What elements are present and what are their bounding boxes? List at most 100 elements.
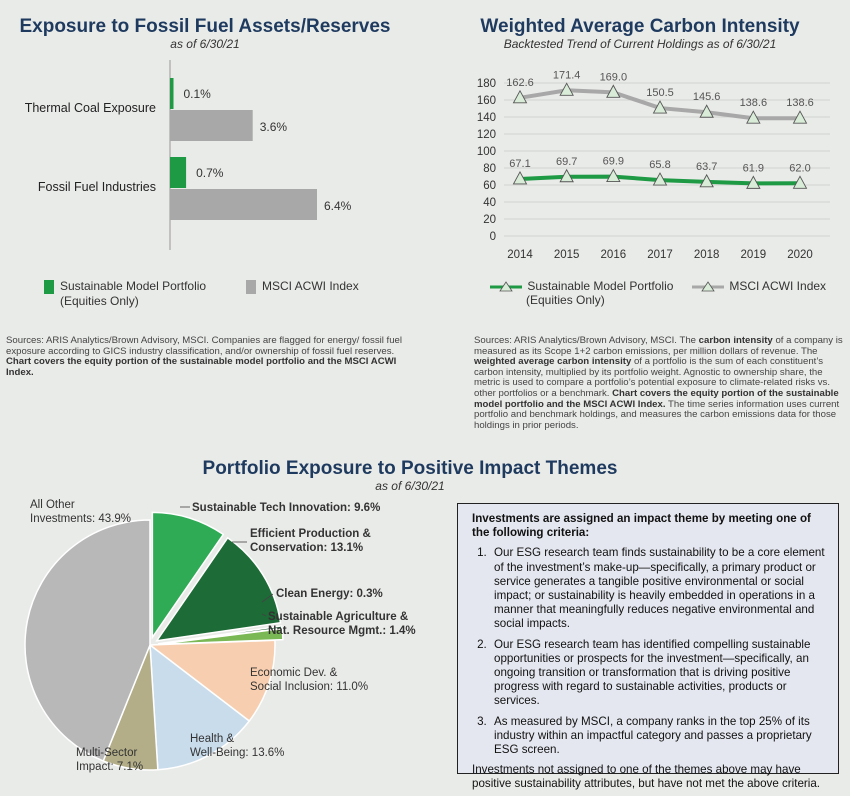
fossil-source-plain: Sources: ARIS Analytics/Brown Advisory, … bbox=[6, 335, 403, 357]
fossil-chart-title: Exposure to Fossil Fuel Assets/Reserves bbox=[19, 16, 391, 37]
portfolio-point bbox=[699, 173, 714, 188]
index-point bbox=[699, 104, 714, 118]
index-data-label: 169.0 bbox=[600, 71, 628, 83]
econ-label-line2: Social Inclusion: 11.0% bbox=[250, 681, 368, 693]
carbon-source-1: Sources: ARIS Analytics/Brown Advisory, … bbox=[474, 335, 696, 346]
index-data-label: 162.6 bbox=[506, 77, 534, 89]
index-bar bbox=[170, 189, 317, 220]
health-label-line2: Well-Being: 13.6% bbox=[190, 747, 284, 759]
criteria-box: Investments are assigned an impact theme… bbox=[457, 503, 839, 790]
index-data-label: 138.6 bbox=[786, 97, 814, 109]
y-tick-label: 160 bbox=[477, 95, 496, 107]
carbon-legend-portfolio-label: Sustainable Model Portfolio bbox=[527, 279, 674, 293]
portfolio-point bbox=[559, 168, 574, 183]
x-tick-label: 2015 bbox=[554, 249, 580, 261]
impact-chart-title: Portfolio Exposure to Positive Impact Th… bbox=[202, 458, 618, 479]
criteria-list: Our ESG research team finds sustainabili… bbox=[472, 546, 826, 757]
portfolio-data-label: 63.7 bbox=[696, 161, 717, 173]
index-bar bbox=[170, 110, 253, 141]
criteria-heading: Investments are assigned an impact theme… bbox=[472, 512, 811, 540]
carbon-source-3: of a portfolio is the sum of each consti… bbox=[474, 356, 831, 399]
econ-label-line1: Economic Dev. & bbox=[250, 667, 338, 679]
index-point bbox=[512, 89, 528, 104]
y-tick-label: 20 bbox=[483, 214, 496, 226]
health-label-line1: Health & bbox=[190, 733, 234, 745]
portfolio-data-label: 62.0 bbox=[789, 162, 810, 174]
carbon-source-b1: carbon intensity bbox=[698, 335, 773, 346]
carbon-legend-portfolio-marker bbox=[490, 281, 522, 292]
carbon-legend-index-label: MSCI ACWI Index bbox=[729, 279, 827, 293]
portfolio-point bbox=[606, 168, 621, 183]
y-tick-label: 60 bbox=[483, 180, 496, 192]
category-label: Thermal Coal Exposure bbox=[25, 101, 156, 115]
efficient-label-line1: Efficient Production & bbox=[250, 528, 371, 540]
index-legend-swatch bbox=[246, 279, 256, 294]
fossil-legend-portfolio: Sustainable Model Portfolio (Equities On… bbox=[44, 279, 234, 308]
x-tick-label: 2017 bbox=[647, 249, 673, 261]
y-tick-label: 140 bbox=[477, 112, 496, 124]
carbon-source-4: The time series information uses current… bbox=[474, 398, 840, 431]
efficient-label-line2: Conservation: 13.1% bbox=[250, 542, 363, 554]
clean-label: Clean Energy: 0.3% bbox=[276, 588, 383, 600]
portfolio-bar-label: 0.1% bbox=[184, 87, 212, 101]
index-bar-label: 6.4% bbox=[324, 199, 352, 213]
x-tick-label: 2014 bbox=[507, 249, 533, 261]
portfolio-legend-swatch bbox=[44, 279, 54, 294]
index-point bbox=[746, 110, 761, 124]
index-data-label: 138.6 bbox=[740, 97, 768, 109]
index-data-label: 150.5 bbox=[646, 87, 674, 99]
portfolio-bar bbox=[170, 78, 174, 109]
pie-slice bbox=[24, 519, 151, 762]
carbon-source-b3: Chart covers the equity portion of the s… bbox=[474, 387, 839, 410]
agri-label-line2: Nat. Resource Mgmt.: 1.4% bbox=[268, 625, 416, 637]
multi-label-line2: Impact: 7.1% bbox=[76, 761, 143, 773]
fossil-source-note: Sources: ARIS Analytics/Brown Advisory, … bbox=[6, 335, 416, 378]
fossil-legend-index-label: MSCI ACWI Index bbox=[262, 279, 359, 293]
other-label-line2: Investments: 43.9% bbox=[30, 513, 131, 525]
portfolio-point bbox=[792, 175, 808, 189]
portfolio-data-label: 67.1 bbox=[509, 158, 530, 170]
portfolio-point bbox=[512, 171, 528, 185]
other-label-line1: All Other bbox=[30, 499, 75, 511]
fossil-legend-portfolio-sub: (Equities Only) bbox=[60, 293, 139, 308]
criteria-footer: Investments not assigned to one of the t… bbox=[472, 763, 820, 791]
portfolio-bar-label: 0.7% bbox=[196, 166, 224, 180]
index-point bbox=[652, 100, 668, 114]
x-tick-label: 2016 bbox=[601, 249, 627, 261]
y-tick-label: 100 bbox=[477, 146, 496, 158]
carbon-line-chart: 0 20 40 60 80 100 120 140 160 180 2014 2015 2016 2017… bbox=[477, 69, 830, 261]
x-tick-label: 2018 bbox=[694, 249, 720, 261]
portfolio-point bbox=[652, 172, 668, 186]
y-tick-label: 0 bbox=[490, 231, 496, 243]
category-label: Fossil Fuel Industries bbox=[38, 180, 156, 194]
portfolio-data-label: 69.7 bbox=[556, 156, 577, 168]
portfolio-point bbox=[746, 175, 761, 189]
fossil-chart-subtitle: as of 6/30/21 bbox=[170, 37, 240, 51]
carbon-chart-title: Weighted Average Carbon Intensity bbox=[480, 16, 800, 37]
index-data-label: 171.4 bbox=[553, 69, 581, 81]
carbon-source-note: Sources: ARIS Analytics/Brown Advisory, … bbox=[474, 335, 844, 431]
carbon-legend-index-marker bbox=[692, 281, 724, 292]
agri-label-line1: Sustainable Agriculture & bbox=[268, 611, 408, 623]
carbon-source-2: of a company is measured as its Scope 1+… bbox=[474, 335, 843, 357]
criteria-item: Our ESG research team finds sustainabili… bbox=[490, 546, 826, 631]
portfolio-data-label: 65.8 bbox=[649, 159, 670, 171]
pie-slice bbox=[155, 536, 282, 642]
carbon-legend-portfolio: Sustainable Model Portfolio (Equities On… bbox=[488, 279, 688, 307]
carbon-chart-subtitle: Backtested Trend of Current Holdings as … bbox=[503, 37, 777, 51]
portfolio-data-label: 69.9 bbox=[603, 156, 624, 168]
portfolio-bar bbox=[170, 157, 187, 188]
clean-leader bbox=[261, 593, 274, 603]
agri-leader bbox=[261, 613, 267, 617]
x-tick-label: 2019 bbox=[741, 249, 767, 261]
x-tick-label: 2020 bbox=[787, 249, 813, 261]
pie-slice bbox=[149, 643, 251, 771]
y-tick-label: 180 bbox=[477, 78, 496, 90]
carbon-legend-index: MSCI ACWI Index bbox=[690, 279, 840, 293]
y-tick-label: 40 bbox=[483, 197, 496, 209]
criteria-item: Our ESG research team has identified com… bbox=[490, 638, 826, 709]
carbon-source-b2: weighted average carbon intensity bbox=[474, 356, 632, 368]
carbon-legend-portfolio-sub: (Equities Only) bbox=[526, 293, 605, 307]
index-bar-label: 3.6% bbox=[260, 120, 288, 134]
index-point bbox=[559, 82, 574, 96]
